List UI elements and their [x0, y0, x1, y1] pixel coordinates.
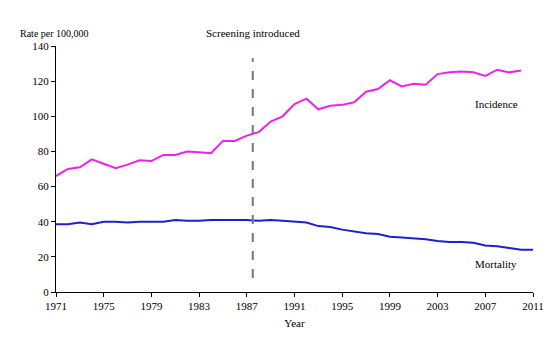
svg-text:2007: 2007 — [474, 300, 497, 312]
svg-text:1975: 1975 — [93, 300, 116, 312]
svg-text:0: 0 — [43, 286, 49, 298]
svg-text:60: 60 — [38, 180, 50, 192]
svg-text:40: 40 — [38, 216, 50, 228]
svg-text:20: 20 — [38, 251, 50, 263]
svg-text:100: 100 — [32, 110, 49, 122]
svg-text:80: 80 — [38, 145, 50, 157]
svg-text:2011: 2011 — [522, 300, 544, 312]
svg-text:Mortality: Mortality — [475, 258, 517, 270]
svg-text:Rate per 100,000: Rate per 100,000 — [20, 28, 89, 39]
svg-text:2003: 2003 — [427, 300, 450, 312]
svg-text:1999: 1999 — [379, 300, 402, 312]
svg-text:1995: 1995 — [331, 300, 354, 312]
svg-text:Screening introduced: Screening introduced — [206, 27, 300, 39]
svg-text:1987: 1987 — [236, 300, 258, 312]
svg-text:120: 120 — [32, 75, 49, 87]
svg-text:1979: 1979 — [140, 300, 163, 312]
svg-text:1983: 1983 — [188, 300, 211, 312]
svg-text:140: 140 — [32, 40, 49, 52]
svg-text:1971: 1971 — [45, 300, 67, 312]
svg-text:1991: 1991 — [284, 300, 306, 312]
svg-text:Year: Year — [284, 317, 305, 329]
svg-text:Incidence: Incidence — [475, 98, 518, 110]
